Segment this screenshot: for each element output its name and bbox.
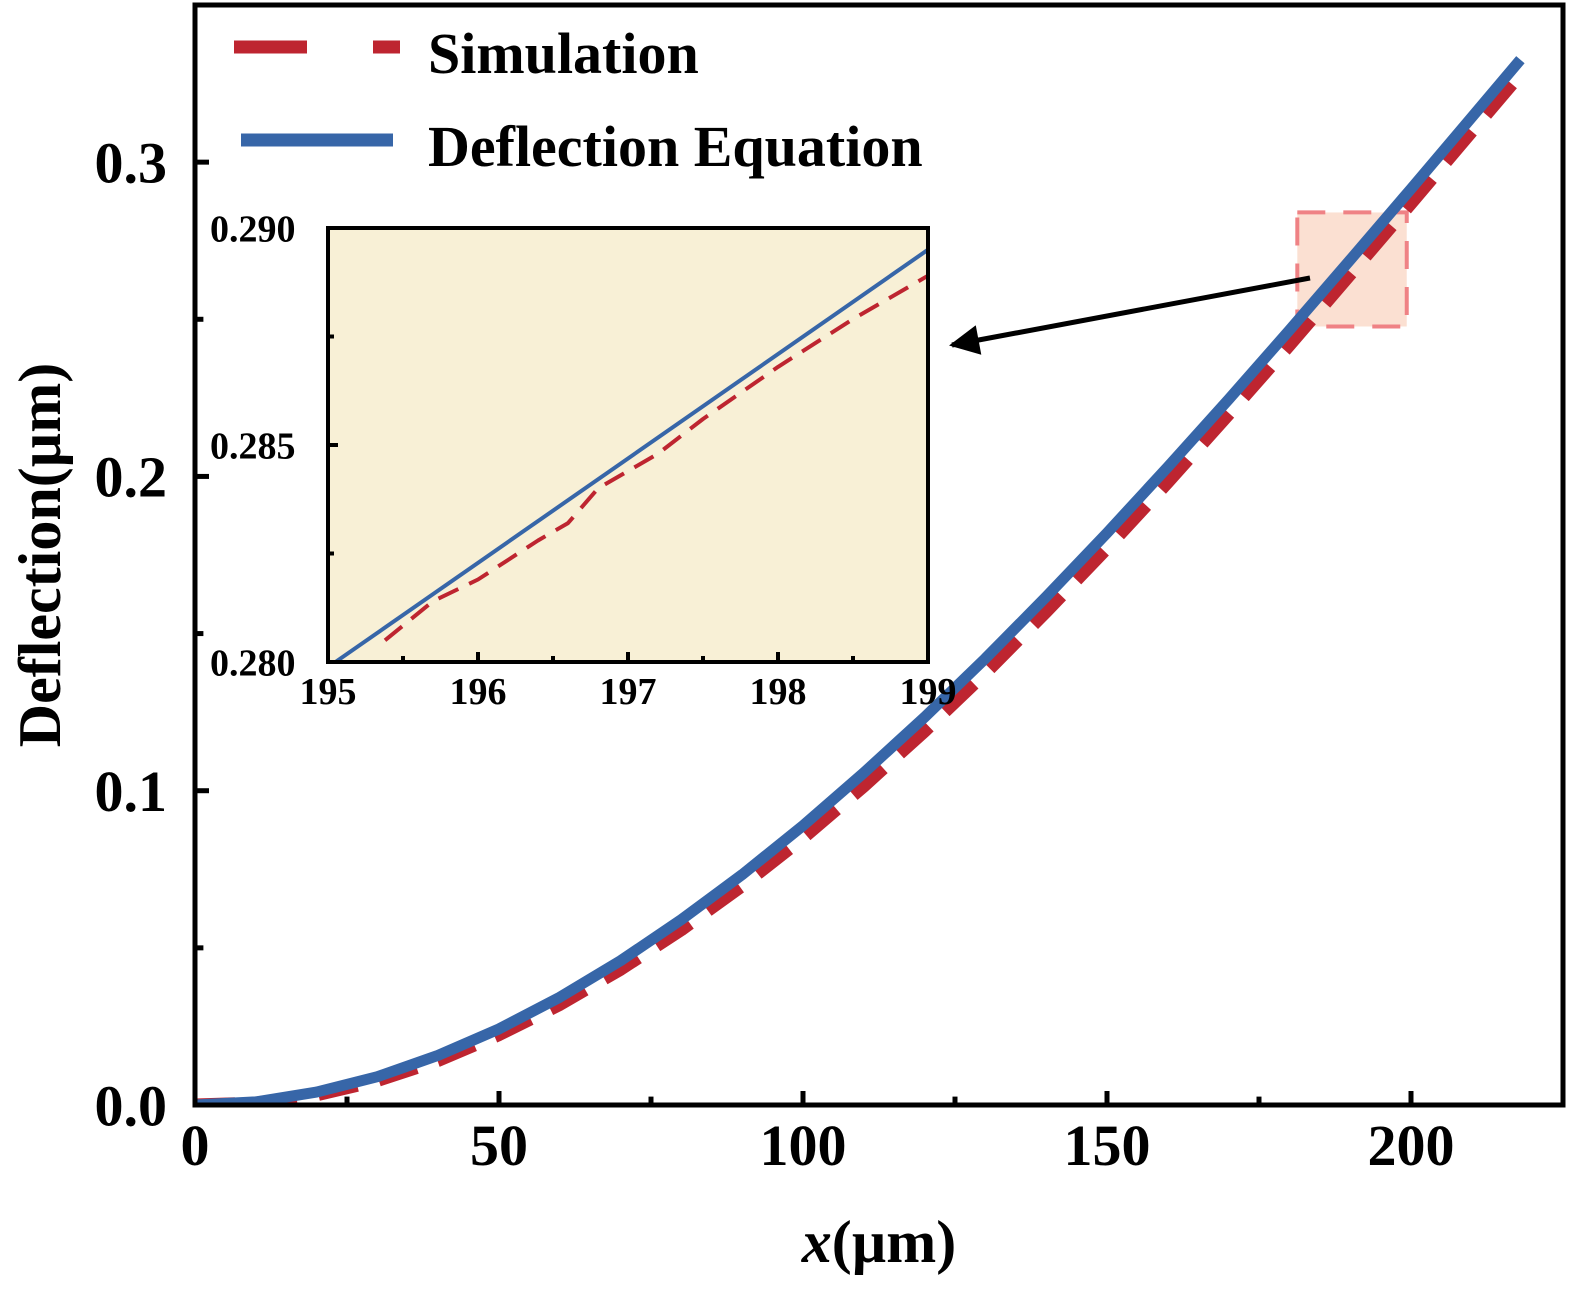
y-tick-label: 0.1: [95, 759, 168, 824]
inset-series-simulation: [383, 273, 930, 642]
inset-y-tick-label: 0.285: [210, 425, 296, 467]
series-simulation: [195, 69, 1526, 1107]
x-tick-label: 150: [1064, 1113, 1151, 1178]
inset-y-tick-label: 0.290: [210, 208, 296, 250]
series-group: [195, 56, 1526, 1107]
y-tick-label: 0.2: [95, 445, 168, 510]
legend: Simulation Deflection Equation: [234, 21, 923, 179]
inset-series-group: [334, 248, 930, 664]
y-tick-label: 0.3: [95, 130, 168, 195]
x-tick-label: 50: [470, 1113, 528, 1178]
series-deflection-equation: [195, 56, 1525, 1107]
x-tick-label: 200: [1368, 1113, 1455, 1178]
x-axis-label-unit: (µm): [832, 1209, 957, 1275]
inset-y-tick-label: 0.280: [210, 642, 296, 684]
y-axis-label: Deflection(µm): [7, 363, 73, 747]
legend-label-deflection-equation: Deflection Equation: [428, 114, 923, 179]
axes-frame: [192, 2, 1566, 1108]
zoom-arrow: [949, 275, 1311, 355]
x-tick-label: 100: [760, 1113, 847, 1178]
inset-x-tick-label: 197: [600, 671, 657, 713]
x-tick-label: 0: [181, 1113, 210, 1178]
inset-x-tick-label: 195: [300, 671, 357, 713]
x-axis-label-variable: x: [801, 1209, 832, 1275]
inset-x-tick-label: 198: [750, 671, 807, 713]
legend-label-simulation: Simulation: [428, 21, 699, 86]
inset-plot-area: [328, 228, 928, 662]
inset-x-tick-label: 196: [450, 671, 507, 713]
y-tick-label: 0.0: [95, 1073, 168, 1138]
inset-series-deflection-equation: [334, 248, 930, 664]
inset-x-tick-label: 199: [900, 671, 957, 713]
x-axis-label: x(µm): [801, 1209, 957, 1275]
